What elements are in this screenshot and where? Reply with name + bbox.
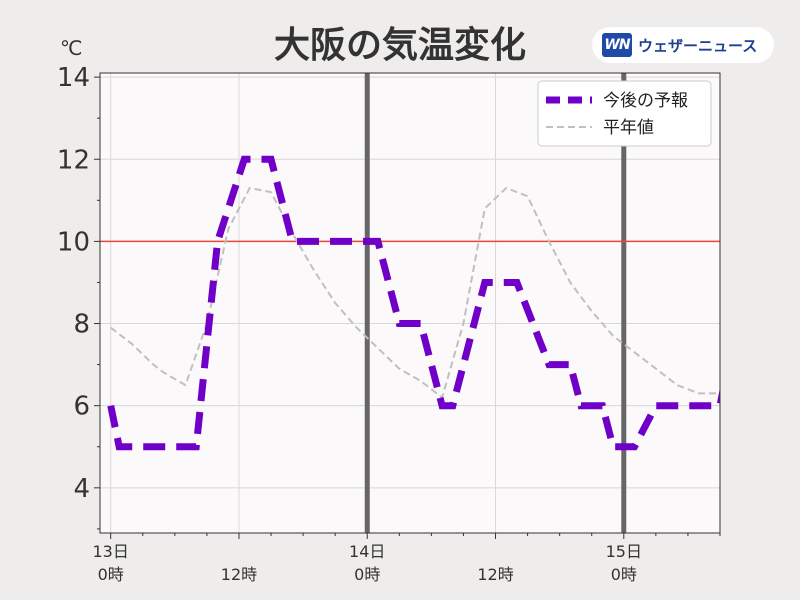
y-tick-label: 6 [73, 392, 90, 422]
axes: 4 6 8 10 12 14 13日 0時 12時 14日 0時 12時 15日 0時 [57, 63, 721, 584]
day-separators [364, 73, 627, 533]
legend-label: 平年値 [603, 118, 654, 138]
x-tick-label-hour: 0時 [354, 565, 380, 584]
y-tick-label: 4 [73, 474, 90, 504]
series-forecast-line [107, 155, 720, 451]
x-tick-label-hour: 12時 [477, 565, 513, 584]
x-tick-label-day: 14日 [349, 542, 385, 561]
weathernews-logo: WN ウェザーニュース [592, 27, 774, 63]
chart-title: 大阪の気温変化 [274, 24, 526, 66]
x-tick-label-hour: 0時 [611, 565, 637, 584]
plot-frame [99, 72, 721, 534]
x-tick-label-day: 13日 [93, 542, 129, 561]
weathernews-logo-mark: WN [602, 33, 632, 57]
series-layer [107, 155, 720, 451]
plot-area [100, 73, 720, 533]
x-tick-label-hour: 12時 [221, 565, 257, 584]
x-tick-label-day: 15日 [606, 542, 642, 561]
legend-label: 今後の予報 [603, 91, 688, 111]
y-tick-label: 10 [57, 227, 90, 257]
y-tick-label: 12 [57, 145, 90, 175]
series-normal-line [110, 187, 720, 399]
y-tick-label: 14 [57, 63, 90, 93]
x-tick-label-hour: 0時 [98, 565, 124, 584]
weathernews-logo-text: ウェザーニュース [638, 37, 758, 55]
y-axis-unit-label: ℃ [60, 36, 82, 60]
y-tick-label: 8 [73, 310, 90, 340]
